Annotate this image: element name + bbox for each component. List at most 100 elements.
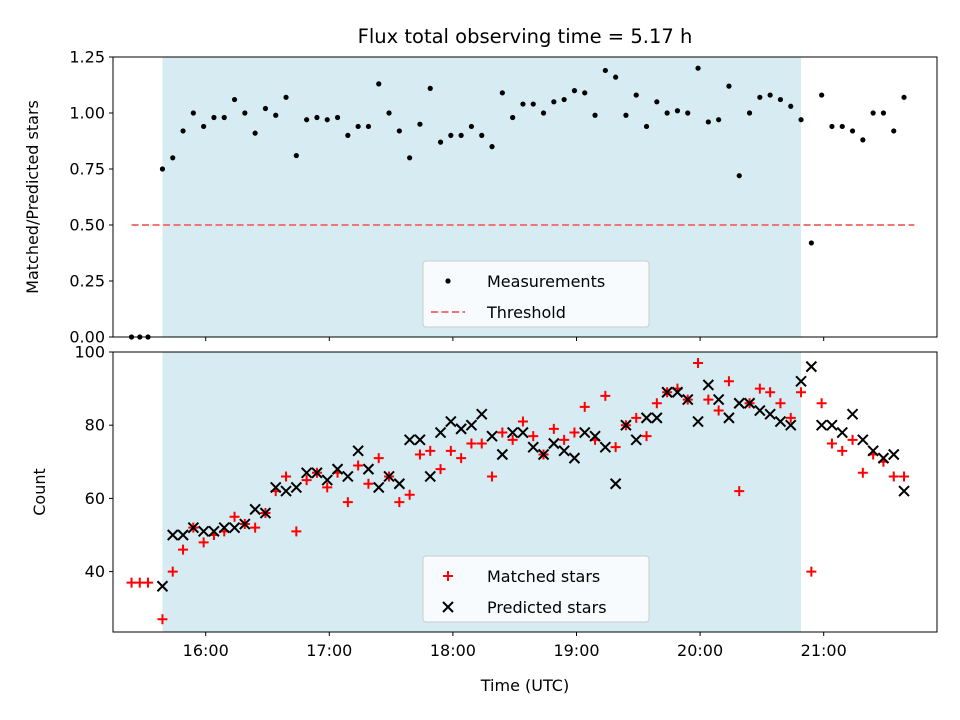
data-point xyxy=(208,525,220,538)
data-point xyxy=(847,434,858,445)
data-point xyxy=(579,426,591,439)
x-tick-label: 19:00 xyxy=(553,641,599,660)
data-point xyxy=(806,566,817,577)
data-point xyxy=(190,110,196,116)
data-point xyxy=(331,463,344,475)
data-point xyxy=(159,166,166,172)
y-axis-label: Matched/Predicted stars xyxy=(23,100,42,294)
data-point xyxy=(507,434,518,445)
data-point xyxy=(775,398,786,409)
data-point xyxy=(674,108,681,114)
data-point xyxy=(252,130,258,136)
data-point xyxy=(568,452,581,464)
data-point xyxy=(582,90,588,96)
data-point xyxy=(661,386,673,398)
data-point xyxy=(602,67,608,74)
data-point xyxy=(404,489,415,500)
data-point xyxy=(229,511,240,522)
data-point xyxy=(353,460,364,471)
data-point xyxy=(167,529,179,541)
data-point xyxy=(520,101,526,107)
data-point xyxy=(816,398,827,409)
data-point xyxy=(228,521,241,534)
y-tick-label: 60 xyxy=(85,489,105,508)
data-point xyxy=(723,376,734,387)
data-point xyxy=(898,485,910,497)
data-point xyxy=(589,430,601,442)
data-point xyxy=(726,83,732,89)
legend-box xyxy=(422,555,650,623)
legend-label: Matched stars xyxy=(487,567,600,586)
data-point xyxy=(386,110,392,116)
data-point xyxy=(465,419,478,431)
data-point xyxy=(476,408,488,420)
data-point xyxy=(425,445,436,456)
data-point xyxy=(754,383,765,394)
data-point xyxy=(197,525,210,538)
data-point xyxy=(558,445,570,457)
data-point xyxy=(643,123,650,130)
data-point xyxy=(242,110,248,116)
data-point xyxy=(414,449,425,460)
data-point xyxy=(764,408,776,420)
data-point xyxy=(489,144,495,150)
data-point xyxy=(157,614,168,625)
data-point xyxy=(592,112,598,118)
data-point xyxy=(466,438,477,449)
y-tick-label: 100 xyxy=(74,343,105,362)
data-point xyxy=(664,110,670,116)
legend: Matched stars Predicted stars xyxy=(422,555,650,623)
data-point xyxy=(407,155,413,161)
data-point xyxy=(867,445,879,457)
legend-dot-marker xyxy=(445,278,451,284)
data-point xyxy=(767,92,773,98)
data-point xyxy=(826,438,837,449)
data-point xyxy=(249,503,261,516)
data-point xyxy=(496,448,509,461)
data-point xyxy=(342,497,353,508)
data-point xyxy=(445,415,457,428)
data-point xyxy=(455,423,467,435)
y-tick-label: 0.25 xyxy=(69,272,105,291)
data-point xyxy=(815,419,828,431)
data-point xyxy=(716,117,722,123)
data-point xyxy=(300,467,313,479)
legend-label: Measurements xyxy=(487,272,605,291)
data-point xyxy=(540,110,547,116)
data-point xyxy=(837,445,848,456)
data-point xyxy=(528,431,539,442)
data-point xyxy=(877,452,890,464)
legend-label: Predicted stars xyxy=(487,598,607,617)
data-point xyxy=(651,412,663,424)
legend-x-marker xyxy=(442,601,454,613)
data-point xyxy=(486,430,498,442)
data-point xyxy=(311,467,323,479)
legend-box xyxy=(422,260,650,328)
data-point xyxy=(899,471,910,482)
data-point xyxy=(551,99,557,105)
series-predicted-stars xyxy=(156,360,910,592)
data-point xyxy=(373,453,384,464)
data-point xyxy=(705,119,711,125)
data-point xyxy=(743,397,756,409)
data-point xyxy=(321,474,333,486)
data-point xyxy=(736,173,742,179)
data-point xyxy=(383,470,395,483)
data-point xyxy=(891,128,897,134)
data-point xyxy=(765,387,776,398)
data-point xyxy=(373,481,385,494)
data-point xyxy=(695,65,701,71)
data-point xyxy=(143,577,154,588)
data-point xyxy=(479,132,485,138)
data-point xyxy=(324,117,330,123)
data-point xyxy=(527,441,539,453)
data-point xyxy=(458,132,464,138)
data-point xyxy=(849,128,856,134)
y-tick-label: 40 xyxy=(85,562,105,581)
data-point xyxy=(774,415,787,428)
data-point xyxy=(280,485,292,497)
data-point xyxy=(468,123,475,130)
data-point xyxy=(569,427,580,438)
data-point xyxy=(290,481,303,494)
data-point xyxy=(156,580,169,592)
